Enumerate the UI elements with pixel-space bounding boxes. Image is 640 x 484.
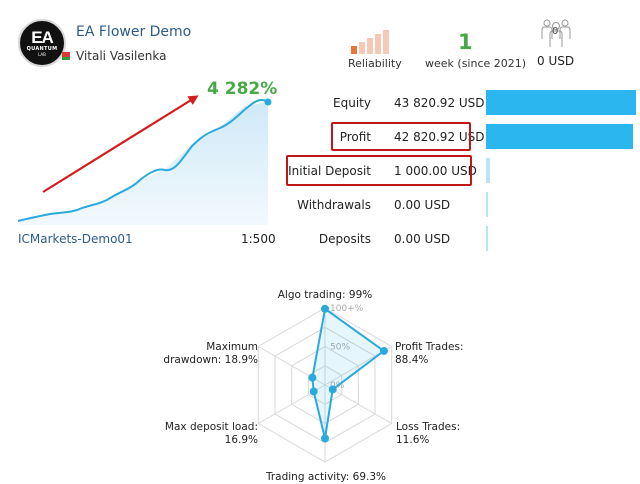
stat-bar	[486, 192, 488, 217]
growth-endpoint-marker	[264, 98, 272, 106]
stat-bar	[486, 90, 636, 115]
stat-label-withdrawals: Withdrawals	[297, 198, 371, 212]
highlight-box	[286, 155, 472, 186]
author-name[interactable]: Vitali Vasilenka	[76, 49, 167, 63]
server-name[interactable]: ICMarkets-Demo01	[18, 232, 133, 246]
logo-line1: QUANTUM	[26, 46, 58, 52]
signal-title[interactable]: EA Flower Demo	[76, 24, 192, 40]
logo-main-text: EA	[31, 28, 54, 47]
radar-point	[379, 346, 388, 355]
radar-value-polygon	[311, 307, 386, 439]
stat-value-withdrawals: 0.00 USD	[394, 198, 451, 212]
reliability-bar	[359, 42, 365, 54]
growth-chart	[17, 95, 272, 225]
stat-label-profit: Profit	[339, 130, 371, 144]
radar-point	[328, 385, 337, 394]
radar-point	[321, 434, 329, 443]
radar-label: Trading activity: 69.3%	[265, 471, 387, 483]
subscription-cost: 0 USD	[537, 54, 575, 68]
radar-label: Algo trading: 99%	[277, 289, 373, 301]
radar-label: Profit Trades: 88.4%	[395, 341, 464, 366]
radar-point	[308, 373, 317, 382]
stat-value-initial-deposit: 1 000.00 USD	[394, 164, 477, 178]
growth-line	[17, 98, 269, 222]
highlight-box	[331, 122, 471, 151]
leverage-value: 1:500	[241, 232, 276, 246]
subscribers-count: 0	[552, 26, 559, 37]
reliability-bar	[367, 38, 373, 54]
radar-label: Max deposit load: 16.9%	[164, 421, 258, 446]
stat-label-deposits: Deposits	[318, 232, 371, 246]
radar-grid-label: 100+%	[330, 304, 364, 314]
reliability-bar	[375, 34, 381, 54]
radar-label: Maximum drawdown: 18.9%	[163, 341, 258, 366]
weeks-count: 1	[458, 30, 473, 54]
logo-line2: LAB	[38, 52, 46, 57]
stat-bar	[486, 124, 633, 149]
reliability-bar	[383, 30, 389, 54]
radar-point	[321, 304, 329, 313]
reliability-bar	[351, 46, 357, 54]
stat-bar	[486, 226, 488, 251]
radar-label: Loss Trades: 11.6%	[396, 421, 461, 446]
weeks-label: week (since 2021)	[425, 57, 527, 70]
stat-bar	[486, 158, 490, 183]
stat-value-deposits: 0.00 USD	[394, 232, 451, 246]
trend-arrow	[42, 95, 199, 193]
stat-value-equity: 43 820.92 USD	[394, 96, 485, 110]
stat-value-profit: 42 820.92 USD	[394, 130, 485, 144]
radar-grid-label: 50%	[330, 343, 350, 353]
stat-label-equity: Equity	[333, 96, 371, 110]
reliability-bars-icon	[351, 30, 389, 54]
growth-percent: 4 282%	[207, 79, 278, 99]
stat-label-initial-deposit: Initial Deposit	[288, 164, 371, 178]
subscribers-people-icon	[541, 19, 571, 47]
expert-logo: EA QUANTUM LAB	[18, 19, 66, 67]
growth-area	[18, 102, 268, 225]
country-flag-icon	[62, 52, 70, 60]
radar-point	[309, 387, 318, 396]
reliability-label: Reliability	[348, 57, 402, 70]
